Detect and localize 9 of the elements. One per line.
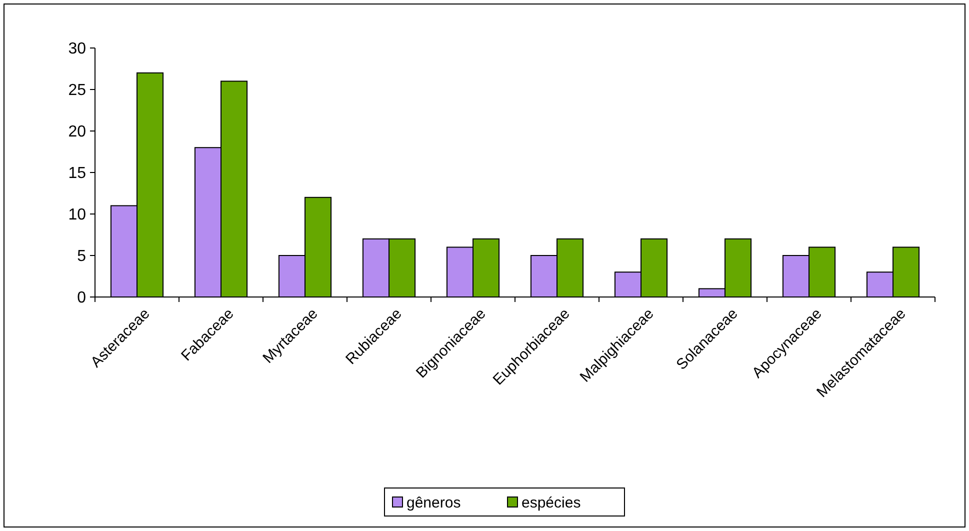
y-tick-label: 15 — [68, 165, 86, 182]
legend-label: gêneros — [406, 494, 461, 512]
y-tick-label: 0 — [77, 290, 86, 307]
y-tick-label: 10 — [68, 206, 86, 224]
y-tick-label: 25 — [68, 82, 86, 100]
legend-label: espécies — [522, 494, 581, 512]
y-tick-label: 5 — [77, 248, 86, 266]
y-tick-label: 30 — [68, 40, 86, 58]
y-tick-label: 20 — [68, 124, 86, 141]
